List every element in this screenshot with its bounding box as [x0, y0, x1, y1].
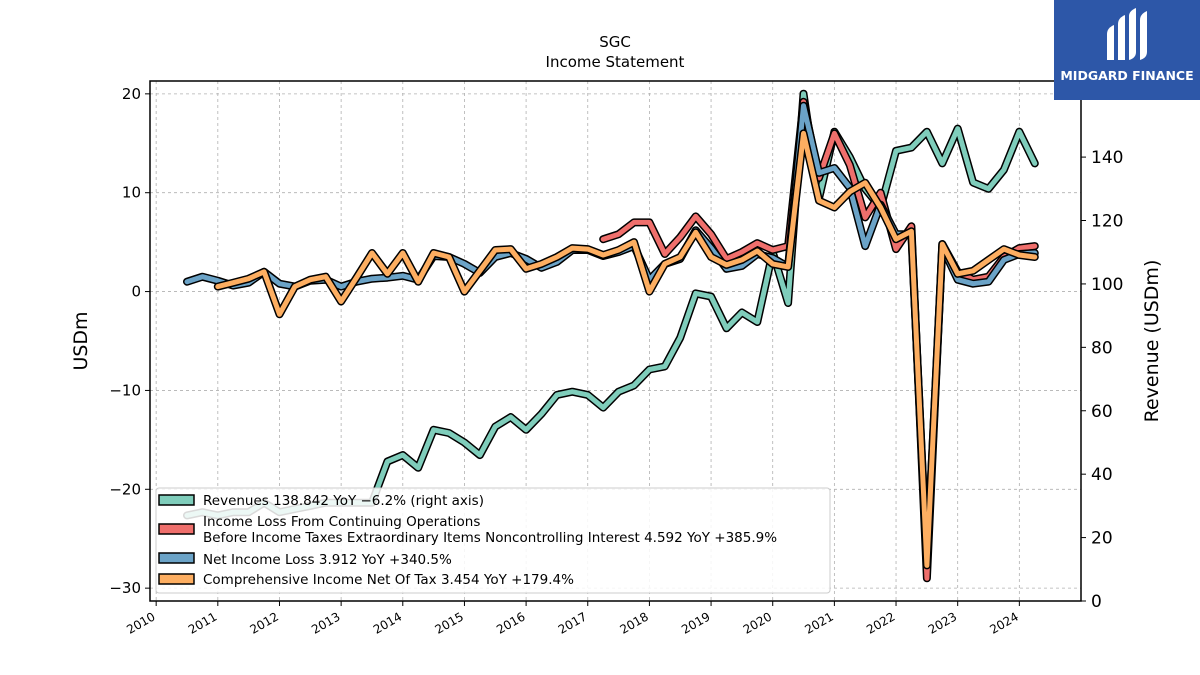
y-tick-label: 20	[122, 85, 141, 103]
y-tick-label: 0	[131, 283, 141, 301]
x-tick-label: 2016	[494, 609, 527, 636]
series-stroke	[184, 91, 1038, 518]
legend-entry: Net Income Loss 3.912 YoY +340.5%	[203, 552, 452, 568]
x-tick-label: 2014	[371, 609, 404, 636]
y-axis-right: 020406080100120140160	[1081, 85, 1123, 612]
x-tick-label: 2017	[556, 609, 589, 636]
x-axis: 2010 2011 2012 2013 2014 2015 2016 2017 2018 2019…	[124, 601, 1021, 637]
x-tick-label: 2021	[802, 609, 835, 636]
logo-mark-icon	[1107, 8, 1147, 60]
y-tick-label: −20	[109, 480, 141, 498]
y-axis-label: USDm	[70, 311, 92, 370]
y-tick-label: 10	[122, 184, 141, 202]
midgard-finance-logo: MIDGARD FINANCE	[1054, 0, 1200, 100]
x-tick-label: 2010	[124, 609, 157, 636]
y2-tick-label: 40	[1091, 465, 1113, 485]
y-axis-left: 20 10 0 −10 −20 −30	[109, 85, 150, 597]
legend-entry: Comprehensive Income Net Of Tax 3.454 Yo…	[203, 572, 574, 588]
chart-title: SGC	[599, 33, 631, 51]
x-tick-label: 2013	[309, 609, 342, 636]
y-tick-label: −10	[109, 381, 141, 399]
x-tick-label: 2023	[926, 609, 959, 636]
legend-box	[155, 487, 831, 594]
legend-swatch	[158, 523, 195, 535]
x-tick-label: 2019	[679, 609, 712, 636]
legend-entry: Revenues 138.842 YoY −6.2% (right axis)	[203, 493, 484, 509]
legend-swatch	[158, 552, 195, 564]
y2-tick-label: 80	[1091, 338, 1113, 358]
y2-tick-label: 60	[1091, 402, 1113, 422]
x-tick-label: 2018	[617, 609, 650, 636]
y-tick-label: −30	[109, 579, 141, 597]
x-tick-label: 2020	[741, 609, 774, 636]
legend-swatch	[158, 494, 195, 506]
series-outline	[183, 89, 1039, 520]
plot-frame	[149, 80, 1082, 602]
legend: Revenues 138.842 YoY −6.2% (right axis) I…	[155, 487, 831, 594]
y2-tick-label: 140	[1091, 148, 1123, 168]
y2-tick-label: 20	[1091, 529, 1113, 549]
y2-tick-label: 120	[1091, 212, 1123, 232]
series-line-1	[183, 89, 1039, 520]
x-tick-label: 2012	[248, 609, 281, 636]
series-line-4	[213, 129, 1039, 570]
legend-swatch	[158, 573, 195, 585]
chart-subtitle: Income Statement	[546, 53, 685, 71]
logo-text: MIDGARD FINANCE	[1060, 68, 1193, 83]
y2-axis-label: Revenue (USDm)	[1141, 260, 1163, 423]
x-tick-label: 2015	[432, 609, 465, 636]
x-tick-label: 2011	[186, 609, 219, 636]
legend-entry: Income Loss From Continuing Operations Be…	[203, 514, 777, 546]
x-tick-label: 2022	[864, 609, 897, 636]
logo-background	[1054, 0, 1200, 100]
y2-tick-label: 100	[1091, 275, 1123, 295]
y2-tick-label: 0	[1091, 592, 1102, 612]
series-stroke	[215, 130, 1038, 568]
x-tick-label: 2024	[987, 609, 1020, 636]
